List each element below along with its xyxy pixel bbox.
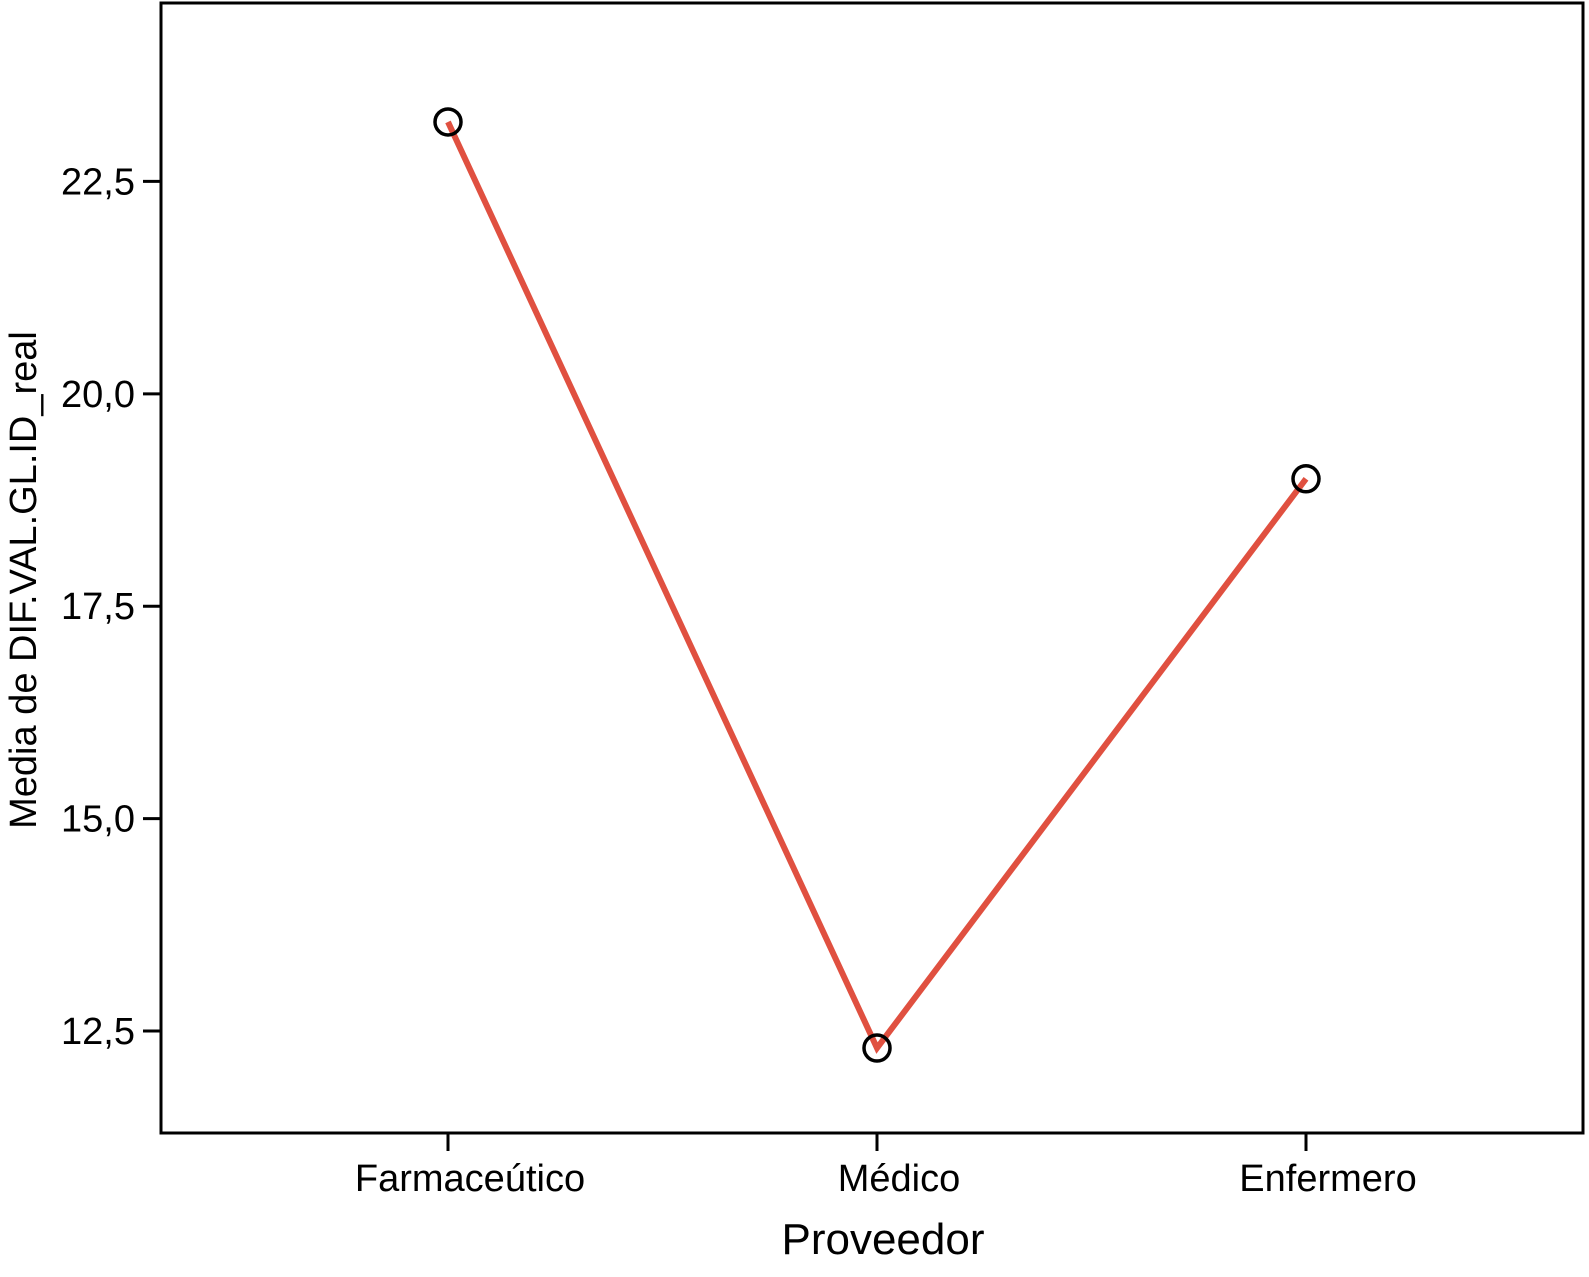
data-point-marker	[1291, 464, 1321, 494]
plot-frame	[159, 1, 1585, 1135]
y-tick-label: 17,5	[61, 586, 135, 628]
x-axis-title: Proveedor	[781, 1215, 984, 1264]
data-point-marker	[862, 1033, 892, 1063]
y-tick-label: 12,5	[61, 1011, 135, 1053]
y-tick-label: 15,0	[61, 799, 135, 841]
x-tick-label: Médico	[838, 1158, 961, 1200]
y-axis: 12,5 15,0 17,5 20,0 22,5	[61, 161, 161, 1053]
series-group	[433, 107, 1321, 1063]
x-tick-label: Farmaceútico	[355, 1158, 585, 1200]
y-tick-label: 22,5	[61, 161, 135, 203]
series-line	[445, 120, 1309, 1054]
y-axis-title: Media de DIF.VAL.GL.ID_real	[3, 331, 45, 829]
x-axis: Farmaceútico Médico Enfermero	[355, 1133, 1417, 1200]
y-tick-label: 20,0	[61, 374, 135, 416]
data-point-marker	[433, 107, 463, 137]
x-tick-label: Enfermero	[1239, 1158, 1416, 1200]
